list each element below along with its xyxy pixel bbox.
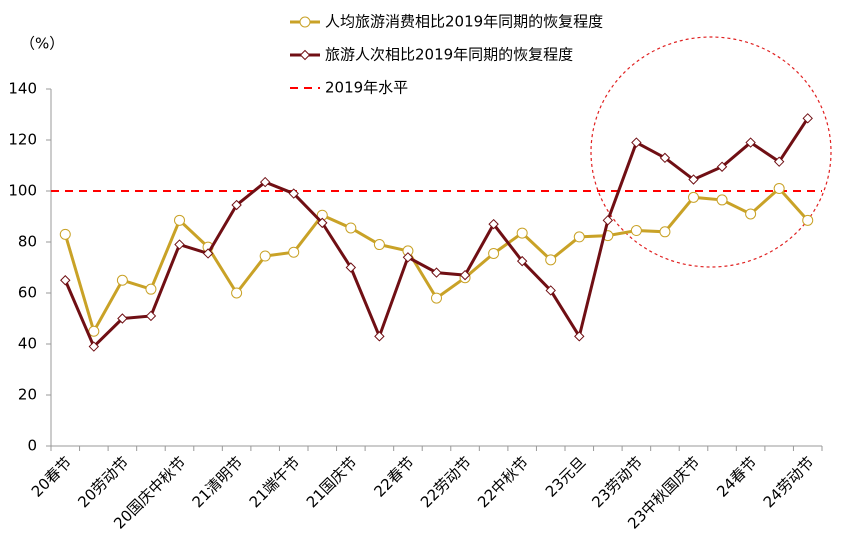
marker — [602, 215, 614, 226]
marker — [488, 218, 499, 230]
marker — [259, 250, 271, 262]
marker — [659, 152, 671, 164]
marker — [459, 269, 471, 281]
marker — [631, 137, 642, 148]
marker — [116, 274, 128, 286]
x-tick-label: 24春节 — [713, 453, 760, 500]
series-line — [63, 117, 809, 350]
marker — [545, 254, 557, 266]
x-tick-label: 22中秋节 — [474, 453, 532, 511]
y-tick-label: 120 — [8, 131, 37, 149]
marker — [259, 176, 271, 188]
y-tick-label: 100 — [8, 182, 37, 200]
marker — [288, 188, 299, 199]
marker — [630, 225, 642, 237]
marker — [516, 255, 528, 267]
highlight-circle — [590, 36, 832, 268]
x-tick-label: 23劳动节 — [588, 453, 646, 511]
marker — [59, 228, 71, 240]
marker — [402, 252, 414, 263]
legend-label: 人均旅游消费相比2019年同期的恢复程度 — [325, 13, 603, 31]
x-tick-label: 22劳动节 — [417, 453, 475, 511]
marker — [688, 191, 699, 203]
marker — [317, 217, 328, 229]
marker — [545, 285, 556, 296]
marker — [488, 247, 500, 259]
marker — [574, 331, 585, 342]
marker — [231, 287, 243, 299]
marker — [345, 262, 357, 273]
y-tick-label: 60 — [18, 284, 37, 302]
marker — [202, 248, 214, 259]
x-tick-label: 20春节 — [28, 453, 75, 500]
marker — [688, 174, 699, 185]
marker — [117, 313, 128, 324]
x-tick-label: 23元旦 — [542, 453, 589, 500]
legend-label: 2019年水平 — [325, 79, 408, 97]
marker — [174, 214, 185, 226]
marker — [374, 331, 385, 342]
marker — [299, 49, 311, 61]
x-tick-label: 24劳动节 — [760, 453, 818, 511]
marker — [288, 246, 300, 258]
marker — [802, 214, 814, 226]
x-tick-label: 21清明节 — [189, 453, 247, 511]
marker — [174, 239, 185, 250]
marker — [745, 137, 756, 148]
marker — [745, 208, 757, 220]
y-tick-label: 40 — [18, 335, 37, 353]
marker — [431, 267, 442, 278]
series-line — [63, 186, 809, 336]
y-tick-label: 140 — [8, 80, 37, 98]
y-tick-label: 20 — [18, 386, 37, 404]
marker — [516, 227, 528, 239]
y-tick-label: 80 — [18, 233, 37, 251]
x-tick-label: 20劳动节 — [74, 453, 132, 511]
marker — [573, 231, 585, 243]
marker — [231, 199, 242, 211]
marker — [716, 161, 728, 172]
marker — [373, 239, 385, 251]
marker — [299, 16, 311, 28]
marker — [716, 194, 728, 206]
marker — [88, 341, 100, 352]
marker — [773, 182, 785, 194]
y-tick-label: 0 — [27, 437, 37, 455]
marker — [431, 292, 442, 304]
marker — [773, 156, 785, 167]
x-tick-label: 21端午节 — [246, 453, 304, 511]
legend-label: 旅游人次相比2019年同期的恢复程度 — [325, 46, 573, 64]
marker — [802, 113, 813, 124]
x-tick-label: 21国庆节 — [303, 453, 361, 511]
marker — [60, 275, 71, 286]
marker — [145, 310, 157, 322]
marker — [659, 226, 671, 238]
marker — [345, 222, 357, 234]
marker — [145, 283, 157, 295]
x-tick-label: 22春节 — [371, 453, 418, 500]
unit-label: （%） — [20, 35, 64, 53]
